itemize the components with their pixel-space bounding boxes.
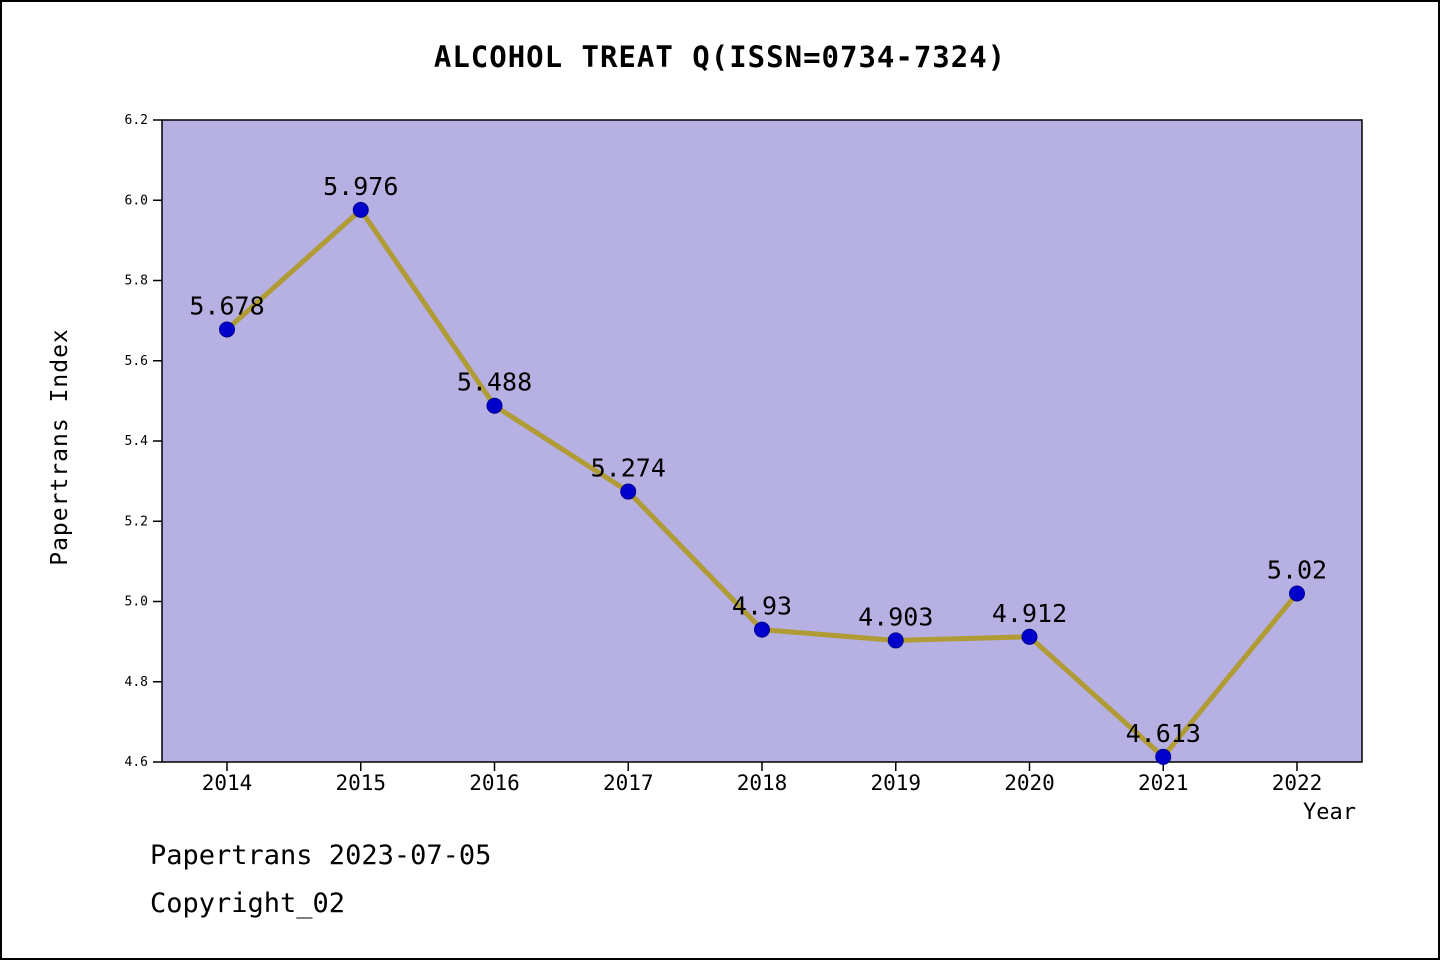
svg-text:2018: 2018 bbox=[737, 771, 788, 795]
svg-text:6.0: 6.0 bbox=[125, 193, 148, 208]
svg-text:5.0: 5.0 bbox=[125, 595, 148, 610]
svg-text:4.6: 4.6 bbox=[125, 755, 148, 770]
footer-source-date: Papertrans 2023-07-05 bbox=[150, 840, 492, 871]
svg-text:5.274: 5.274 bbox=[591, 454, 666, 483]
svg-text:4.93: 4.93 bbox=[732, 592, 792, 621]
svg-text:5.488: 5.488 bbox=[457, 368, 532, 397]
svg-text:2017: 2017 bbox=[603, 771, 654, 795]
svg-text:2014: 2014 bbox=[202, 771, 253, 795]
svg-text:5.6: 5.6 bbox=[125, 354, 148, 369]
svg-text:2022: 2022 bbox=[1272, 771, 1323, 795]
svg-text:4.912: 4.912 bbox=[992, 599, 1067, 628]
svg-text:2021: 2021 bbox=[1138, 771, 1189, 795]
svg-text:4.903: 4.903 bbox=[858, 602, 933, 631]
svg-text:6.2: 6.2 bbox=[125, 113, 148, 128]
svg-text:2020: 2020 bbox=[1004, 771, 1055, 795]
footer-copyright: Copyright_02 bbox=[150, 888, 346, 919]
svg-text:5.02: 5.02 bbox=[1267, 555, 1327, 584]
svg-text:2016: 2016 bbox=[469, 771, 520, 795]
svg-text:5.4: 5.4 bbox=[125, 434, 149, 449]
svg-text:5.678: 5.678 bbox=[189, 291, 264, 320]
svg-text:2019: 2019 bbox=[870, 771, 921, 795]
svg-text:2015: 2015 bbox=[335, 771, 386, 795]
svg-text:4.8: 4.8 bbox=[125, 675, 148, 690]
svg-text:5.8: 5.8 bbox=[125, 274, 148, 289]
svg-text:4.613: 4.613 bbox=[1126, 719, 1201, 748]
svg-text:5.976: 5.976 bbox=[323, 172, 398, 201]
x-axis-label: Year bbox=[1303, 800, 1356, 825]
svg-text:5.2: 5.2 bbox=[125, 514, 148, 529]
chart-title: ALCOHOL TREAT Q(ISSN=0734-7324) bbox=[433, 40, 1007, 74]
